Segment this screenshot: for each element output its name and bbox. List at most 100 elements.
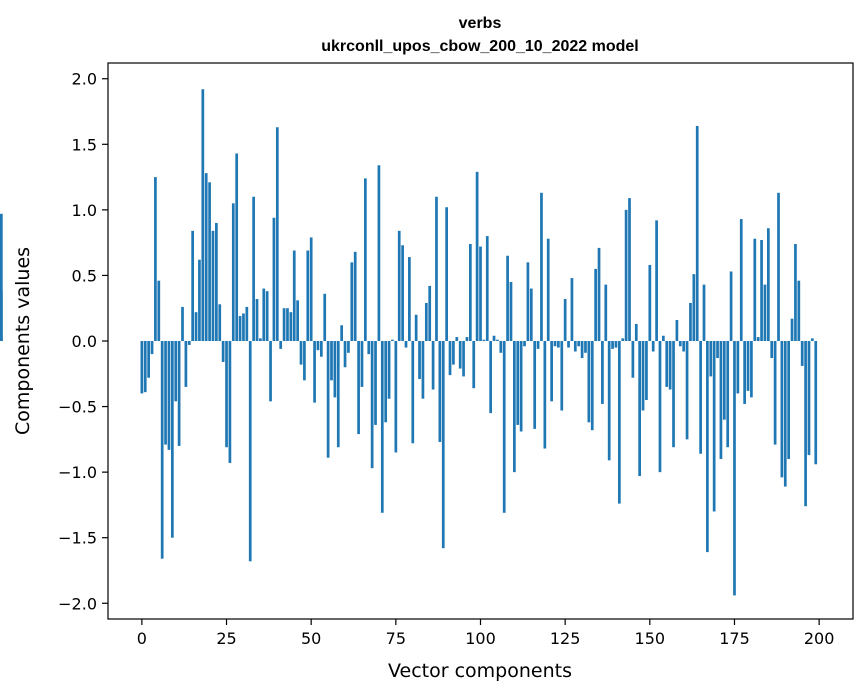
bar-91	[448, 341, 452, 376]
bar-135	[597, 247, 601, 341]
bar-97	[468, 243, 472, 341]
y-tick-label: 1.0	[72, 201, 97, 220]
bar-165	[699, 341, 702, 454]
y-axis-label: Components values	[12, 247, 34, 435]
x-tick-label: 100	[465, 629, 496, 648]
bars-group	[0, 89, 818, 596]
bar-79	[408, 257, 411, 341]
bar-16	[194, 312, 198, 341]
bar-118	[540, 192, 543, 341]
bar-179	[746, 341, 750, 391]
x-axis: 0 25 50 75 100 125 150 175 200	[137, 619, 835, 648]
bar-106	[499, 341, 503, 353]
bar-63	[353, 251, 357, 341]
bar-110	[513, 341, 516, 473]
bar-50	[309, 237, 313, 341]
bar-162	[689, 302, 692, 341]
bar-45	[292, 250, 296, 341]
bar-19	[204, 173, 208, 341]
bar-139	[611, 341, 614, 349]
bar-192	[790, 318, 794, 341]
bar-114	[526, 262, 530, 341]
bar-104	[492, 335, 496, 341]
bar-130	[580, 341, 584, 359]
y-tick-label: 0.5	[72, 266, 97, 285]
bar-3	[150, 341, 154, 355]
bar-47	[299, 341, 303, 365]
x-tick-label: 150	[635, 629, 666, 648]
bar-56	[330, 341, 333, 381]
bar-157	[672, 341, 675, 448]
bar-186	[770, 341, 774, 359]
bar-146	[634, 323, 638, 341]
bar-55	[326, 341, 330, 458]
bar-38	[269, 341, 272, 402]
bar-32	[248, 341, 252, 562]
bar-178	[743, 341, 746, 404]
bar-57	[333, 341, 337, 398]
bar-68	[370, 341, 374, 469]
bar-123	[557, 341, 560, 348]
bar-51	[313, 341, 316, 403]
y-tick-label: −2.0	[58, 594, 97, 613]
bar-191	[787, 341, 791, 460]
bar-154	[662, 335, 665, 341]
bar-188	[777, 192, 780, 341]
y-tick-label: 0.0	[72, 332, 97, 351]
bar-107	[502, 341, 506, 513]
bar-142	[621, 338, 625, 341]
bar-141	[617, 341, 621, 504]
bar-35	[259, 338, 262, 341]
bar-88	[438, 341, 442, 442]
bar-54	[323, 293, 327, 341]
bar-120	[546, 238, 550, 341]
bar-117	[536, 341, 540, 349]
bar-18	[201, 89, 205, 341]
bar-122	[553, 341, 557, 347]
bar-95	[462, 341, 465, 377]
bar-170	[716, 341, 719, 359]
bar-100	[479, 246, 482, 341]
bar-10	[174, 341, 178, 402]
bar-70	[377, 165, 381, 341]
bar-41	[279, 341, 283, 349]
bar-180	[750, 341, 753, 398]
bar-145	[631, 341, 635, 378]
bar-121	[550, 341, 553, 402]
bar-128	[573, 341, 577, 352]
bar-153	[658, 341, 662, 473]
bar-0	[140, 341, 144, 394]
bar-66	[364, 178, 367, 341]
x-tick-label: 50	[301, 629, 321, 648]
bar-183	[760, 240, 763, 341]
bar-166	[702, 284, 706, 341]
bar-148	[641, 341, 645, 411]
bar-96	[465, 337, 469, 341]
bar-185	[766, 228, 770, 341]
bar-163	[692, 274, 696, 341]
bar-184	[763, 284, 767, 341]
y-tick-label: 2.0	[72, 70, 97, 89]
bar-40	[275, 127, 279, 341]
bar-30	[242, 313, 245, 341]
bar-36	[262, 288, 266, 341]
bar-189	[780, 341, 784, 478]
bar-76	[397, 230, 401, 341]
y-tick-label: −1.5	[58, 529, 97, 548]
bar-67	[367, 341, 371, 355]
bar-undefined	[0, 213, 3, 341]
bar-58	[336, 341, 340, 448]
bar-111	[516, 341, 520, 425]
bar-60	[343, 341, 347, 368]
bar-89	[441, 341, 445, 549]
y-tick-label: −0.5	[58, 398, 97, 417]
bar-175	[733, 341, 736, 596]
bar-25	[225, 341, 228, 448]
x-tick-label: 200	[804, 629, 835, 648]
bar-176	[736, 341, 740, 394]
x-axis-label: Vector components	[388, 660, 572, 682]
bar-193	[794, 243, 797, 341]
bar-152	[655, 220, 658, 341]
bar-101	[482, 339, 486, 341]
